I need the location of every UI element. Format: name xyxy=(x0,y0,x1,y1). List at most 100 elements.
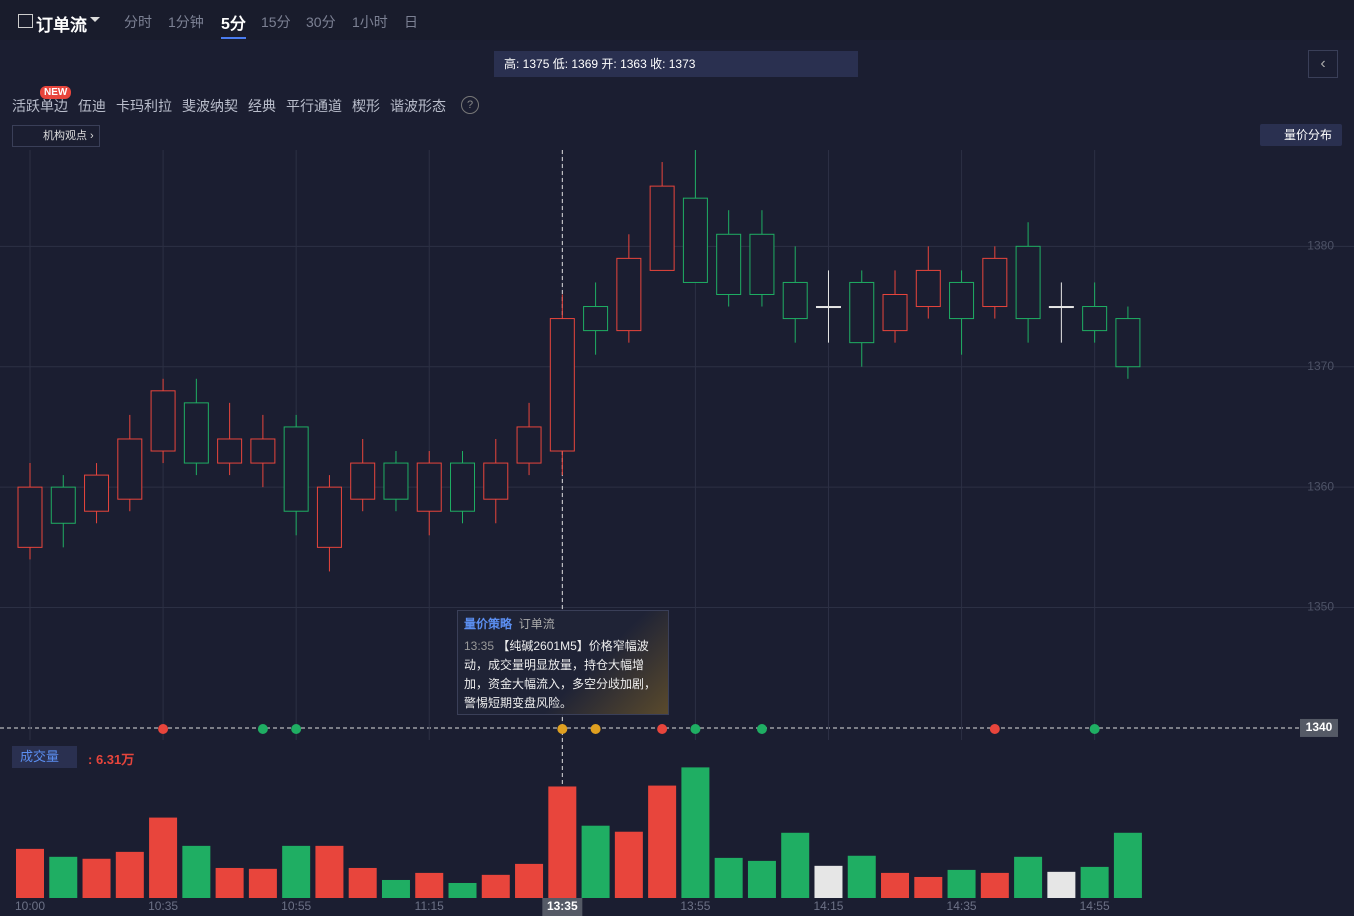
tooltip-tab[interactable]: 量价策略 xyxy=(464,617,513,631)
candle-body xyxy=(250,438,276,464)
volume-bar xyxy=(248,868,277,898)
candle-body xyxy=(849,281,875,344)
signal-marker xyxy=(756,724,767,734)
candle-body xyxy=(217,438,243,464)
tool[interactable]: 活跃单边 xyxy=(12,98,68,114)
volume-bar xyxy=(648,785,677,898)
volume-bar xyxy=(980,872,1009,898)
volume-bar xyxy=(16,848,44,898)
volume-bar xyxy=(581,825,610,898)
signal-marker xyxy=(557,724,568,734)
y-tick-label: 1370 xyxy=(1307,359,1334,373)
x-tick-label: 10:55 xyxy=(281,899,311,913)
viewpoint-label: 机构观点 xyxy=(43,130,87,142)
candle-body xyxy=(383,462,409,500)
candle-body xyxy=(1115,318,1141,368)
candle-body xyxy=(416,462,442,512)
interval[interactable]: 1分钟 xyxy=(168,14,204,30)
volume-bar xyxy=(614,831,643,898)
x-tick-label: 10:00 xyxy=(15,899,45,913)
tool[interactable]: 楔形 xyxy=(352,98,380,114)
volume-bar xyxy=(1080,866,1109,898)
tool[interactable]: 卡玛利拉 xyxy=(116,98,172,114)
volume-profile-button[interactable]: 量价分布 xyxy=(1260,124,1343,146)
candle-body xyxy=(516,426,542,464)
signal-marker xyxy=(291,724,302,734)
volume-bar xyxy=(481,874,510,898)
help[interactable]: ? xyxy=(461,96,479,114)
tooltip-tab[interactable]: 订单流 xyxy=(518,617,555,631)
candle-body xyxy=(17,486,43,548)
volume-bar xyxy=(1014,856,1043,898)
signal-marker xyxy=(257,724,268,734)
candle-body xyxy=(716,233,742,295)
volume-bar xyxy=(881,872,910,898)
title[interactable]: 订单流 xyxy=(36,16,87,35)
candle-body xyxy=(815,306,841,309)
candle-body xyxy=(782,281,808,320)
candle-body xyxy=(1015,245,1041,320)
candle-body xyxy=(616,257,642,332)
x-tick-label: 14:15 xyxy=(813,899,843,913)
candle-body xyxy=(949,281,975,320)
signal-marker xyxy=(590,724,601,734)
x-tick-label: 11:15 xyxy=(415,899,444,913)
interval[interactable]: 15分 xyxy=(261,14,291,30)
interval[interactable]: 5分 xyxy=(221,10,246,39)
x-tick-label: 14:55 xyxy=(1080,899,1110,913)
volume-selector[interactable]: 成交量 xyxy=(12,746,78,768)
candle-body xyxy=(483,462,509,500)
new-badge: NEW xyxy=(40,86,72,99)
candle-body xyxy=(450,462,476,512)
tool[interactable]: 伍迪 xyxy=(78,98,106,114)
candle-body xyxy=(882,293,908,332)
y-tick-label: 1380 xyxy=(1307,238,1334,252)
volume-bar xyxy=(82,858,111,898)
interval[interactable]: 30分 xyxy=(306,14,336,30)
volume-bar xyxy=(282,845,311,898)
volume-bar xyxy=(681,767,710,898)
volume-bar xyxy=(315,845,344,898)
candle-body xyxy=(682,197,708,283)
signal-marker xyxy=(1089,724,1100,734)
candle-body xyxy=(549,318,575,452)
candle-body xyxy=(183,402,209,464)
tooltip-time: 13:35 xyxy=(464,639,495,653)
volume-bar xyxy=(448,882,477,898)
interval[interactable]: 日 xyxy=(404,14,418,30)
volume-bar xyxy=(149,817,178,898)
y-tick-label: 1360 xyxy=(1307,479,1334,493)
tool[interactable]: 经典 xyxy=(248,98,276,114)
volume-bar xyxy=(215,867,244,898)
volume-bar xyxy=(714,857,743,898)
tooltip: 量价策略 订单流 13:35 【纯碱2601M5】价格窄幅波动，成交量明显放量，… xyxy=(457,610,669,715)
volume-bar xyxy=(747,860,776,898)
volume-bar xyxy=(781,832,810,898)
candle-body xyxy=(1082,306,1108,332)
volume-bar xyxy=(348,867,377,898)
signal-marker xyxy=(690,724,701,734)
tool[interactable]: 谐波形态 xyxy=(390,98,446,114)
volume-bar xyxy=(415,872,444,898)
price-tag xyxy=(1300,718,1338,737)
candle-body xyxy=(84,474,110,512)
signal-marker xyxy=(158,724,169,734)
candle-body xyxy=(982,257,1008,308)
candle-body xyxy=(1048,306,1074,309)
tool[interactable]: 平行通道 xyxy=(286,98,342,114)
dropdown-caret xyxy=(90,17,100,27)
tooltip-text: 【纯碱2601M5】价格窄幅波动，成交量明显放量，持仓大幅增加，资金大幅流入，多… xyxy=(464,639,657,710)
collapse-button[interactable]: ‹ xyxy=(1308,50,1338,78)
interval[interactable]: 1小时 xyxy=(352,14,388,30)
tool[interactable]: 斐波纳契 xyxy=(182,98,238,114)
interval[interactable]: 分时 xyxy=(124,14,152,30)
candle-body xyxy=(283,426,309,512)
toolbar xyxy=(0,0,1354,40)
volume-bar xyxy=(49,856,78,898)
candle-body xyxy=(350,462,376,500)
candle-body xyxy=(150,390,176,452)
volume-bar xyxy=(947,869,976,898)
candle-body xyxy=(316,486,342,548)
viewpoint[interactable]: 机构观点 › xyxy=(12,125,100,147)
